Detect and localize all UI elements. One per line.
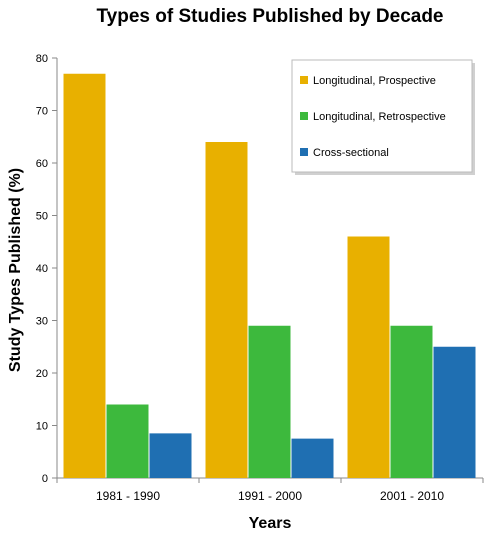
bar-1-1 [63, 73, 106, 478]
x-tick-label: 1981 - 1990 [96, 489, 160, 503]
bar-2-3 [390, 325, 433, 478]
y-tick-label: 40 [36, 263, 48, 275]
legend-label: Longitudinal, Retrospective [313, 111, 446, 123]
legend-box [291, 59, 473, 173]
x-tick-label: 1991 - 2000 [238, 489, 302, 503]
bar-3-2 [291, 438, 334, 478]
legend-swatch [300, 76, 308, 84]
y-tick-label: 10 [36, 421, 48, 433]
bar-2-1 [106, 404, 149, 478]
legend: Longitudinal, Prospective Longitudinal, R… [291, 59, 475, 175]
bar-1-2 [205, 142, 248, 478]
y-tick-label: 20 [36, 368, 48, 380]
legend-swatch [300, 112, 308, 120]
legend-label: Longitudinal, Prospective [313, 75, 436, 87]
x-tick-label: 2001 - 2010 [380, 489, 444, 503]
y-axis-title: Study Types Published (%) [7, 168, 24, 372]
bar-1-3 [347, 236, 390, 478]
y-tick-label: 50 [36, 211, 48, 223]
bar-2-2 [248, 325, 291, 478]
y-tick-label: 70 [36, 106, 48, 118]
y-tick-label: 30 [36, 316, 48, 328]
bar-3-3 [433, 346, 476, 478]
x-axis-title: Years [249, 515, 292, 532]
legend-swatch [300, 148, 308, 156]
bars [63, 73, 476, 478]
bar-3-1 [149, 433, 192, 478]
y-tick-label: 80 [36, 53, 48, 65]
axes: 0 10 20 30 40 50 60 70 80 1981 - 1990 1991 - 2000 2… [36, 53, 484, 503]
y-tick-label: 60 [36, 158, 48, 170]
y-tick-label: 0 [42, 473, 48, 485]
chart-title: Types of Studies Published by Decade [96, 6, 443, 27]
legend-label: Cross-sectional [313, 147, 389, 159]
